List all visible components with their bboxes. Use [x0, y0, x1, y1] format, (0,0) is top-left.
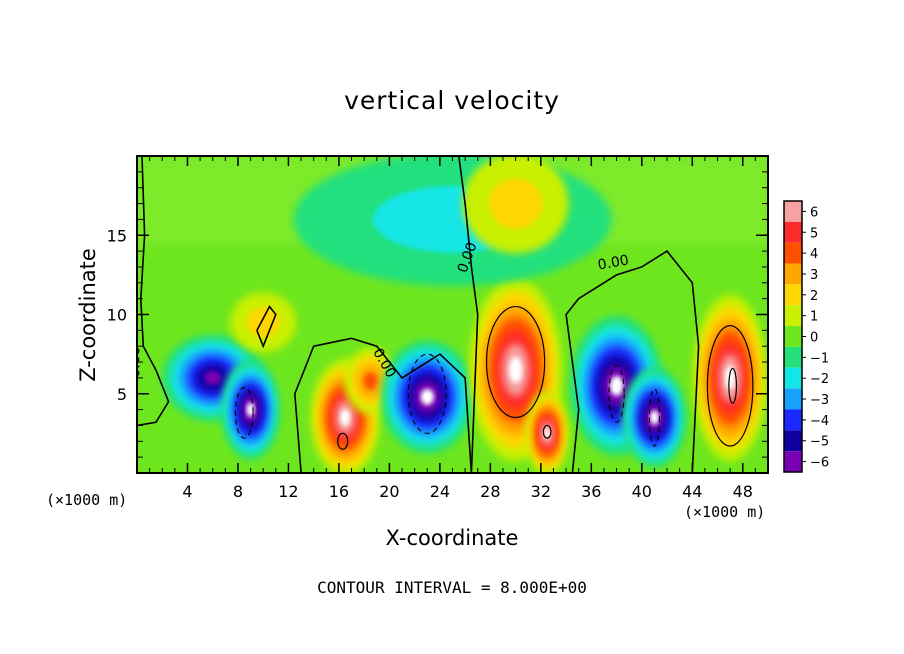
colorbar-swatch	[784, 242, 802, 264]
contour-label: 0.00	[597, 252, 630, 273]
x-tick-label: 48	[733, 482, 753, 501]
colorbar-label: 6	[810, 205, 818, 220]
x-tick-label: 44	[682, 482, 702, 501]
colorbar-label: 3	[810, 268, 818, 283]
zero-contour	[256, 305, 277, 349]
x-tick-label: 12	[278, 482, 298, 501]
x-tick-label: 36	[581, 482, 601, 501]
y-tick-label: 15	[107, 226, 127, 245]
colorbar-label: −3	[810, 393, 829, 408]
x-tick-label: 32	[531, 482, 551, 501]
x-unit-label-right: (×1000 m)	[684, 503, 766, 521]
colorbar-swatch	[784, 263, 802, 285]
y-axis-label: Z-coordinate	[76, 248, 100, 382]
colorbar-swatch	[784, 367, 802, 389]
zero-contour	[293, 337, 473, 473]
zero-contour	[458, 156, 479, 473]
zero-contour	[565, 250, 700, 473]
negative-contour	[407, 353, 447, 434]
velocity-level	[246, 307, 280, 338]
x-tick-label: 4	[182, 482, 192, 501]
velocity-level	[508, 356, 523, 384]
negative-contour	[648, 388, 661, 447]
x-tick-label: 24	[430, 482, 450, 501]
colorbar-swatch	[784, 221, 802, 243]
velocity-cell	[693, 294, 768, 462]
x-tick-label: 20	[379, 482, 399, 501]
colorbar-label: 0	[810, 331, 818, 346]
positive-contour	[337, 432, 349, 450]
colorbar-label: −6	[810, 456, 829, 471]
velocity-level	[649, 410, 659, 425]
x-tick-label: 8	[233, 482, 243, 501]
contour-interval-note: CONTOUR INTERVAL = 8.000E+00	[317, 578, 587, 597]
colorbar-label: −1	[810, 351, 829, 366]
colorbar-swatch	[784, 201, 802, 222]
colorbar-swatch	[784, 430, 802, 452]
velocity-level	[609, 375, 624, 396]
velocity-cell	[343, 347, 397, 415]
colorbar-swatch	[784, 305, 802, 327]
x-unit-label-left: (×1000 m)	[46, 491, 128, 509]
positive-contour	[706, 324, 754, 447]
velocity-cell	[230, 292, 297, 353]
positive-contour	[485, 305, 546, 419]
velocity-level	[724, 366, 736, 390]
colorbar-label: −5	[810, 435, 829, 450]
x-tick-label: 40	[632, 482, 652, 501]
velocity-level	[489, 178, 543, 229]
velocity-level	[544, 427, 551, 440]
y-tick-label: 10	[107, 306, 127, 325]
colorbar-label: −4	[810, 414, 829, 429]
zero-contour	[137, 156, 170, 427]
colorbar-swatch	[784, 388, 802, 410]
colorbar-swatch	[784, 409, 802, 431]
colorbar-label: 4	[810, 247, 818, 262]
velocity-level	[340, 409, 351, 426]
positive-contour	[728, 367, 738, 404]
colorbar-frame	[783, 200, 803, 473]
negative-contour	[234, 386, 254, 439]
velocity-cell	[462, 156, 569, 254]
colorbar-swatch	[784, 346, 802, 368]
colorbar-swatch	[784, 326, 802, 347]
negative-contour	[608, 364, 625, 423]
chart-title: vertical velocity	[344, 86, 560, 115]
x-tick-label: 16	[329, 482, 349, 501]
colorbar-label: 1	[810, 310, 818, 325]
velocity-cell	[622, 367, 687, 468]
velocity-cell	[525, 391, 569, 473]
colorbar-swatch	[784, 451, 802, 472]
colorbar-label: 2	[810, 289, 818, 304]
velocity-level	[204, 370, 222, 386]
velocity-cell	[380, 340, 474, 454]
y-tick-label: 5	[117, 385, 127, 404]
colorbar-swatch	[784, 284, 802, 306]
colorbar-label: −2	[810, 372, 829, 387]
velocity-cell	[221, 359, 280, 460]
x-tick-label: 28	[480, 482, 500, 501]
colorbar-label: 5	[810, 226, 818, 241]
x-axis-label: X-coordinate	[385, 526, 519, 550]
positive-contour	[542, 424, 552, 439]
velocity-level	[363, 372, 378, 390]
velocity-level	[420, 388, 434, 406]
